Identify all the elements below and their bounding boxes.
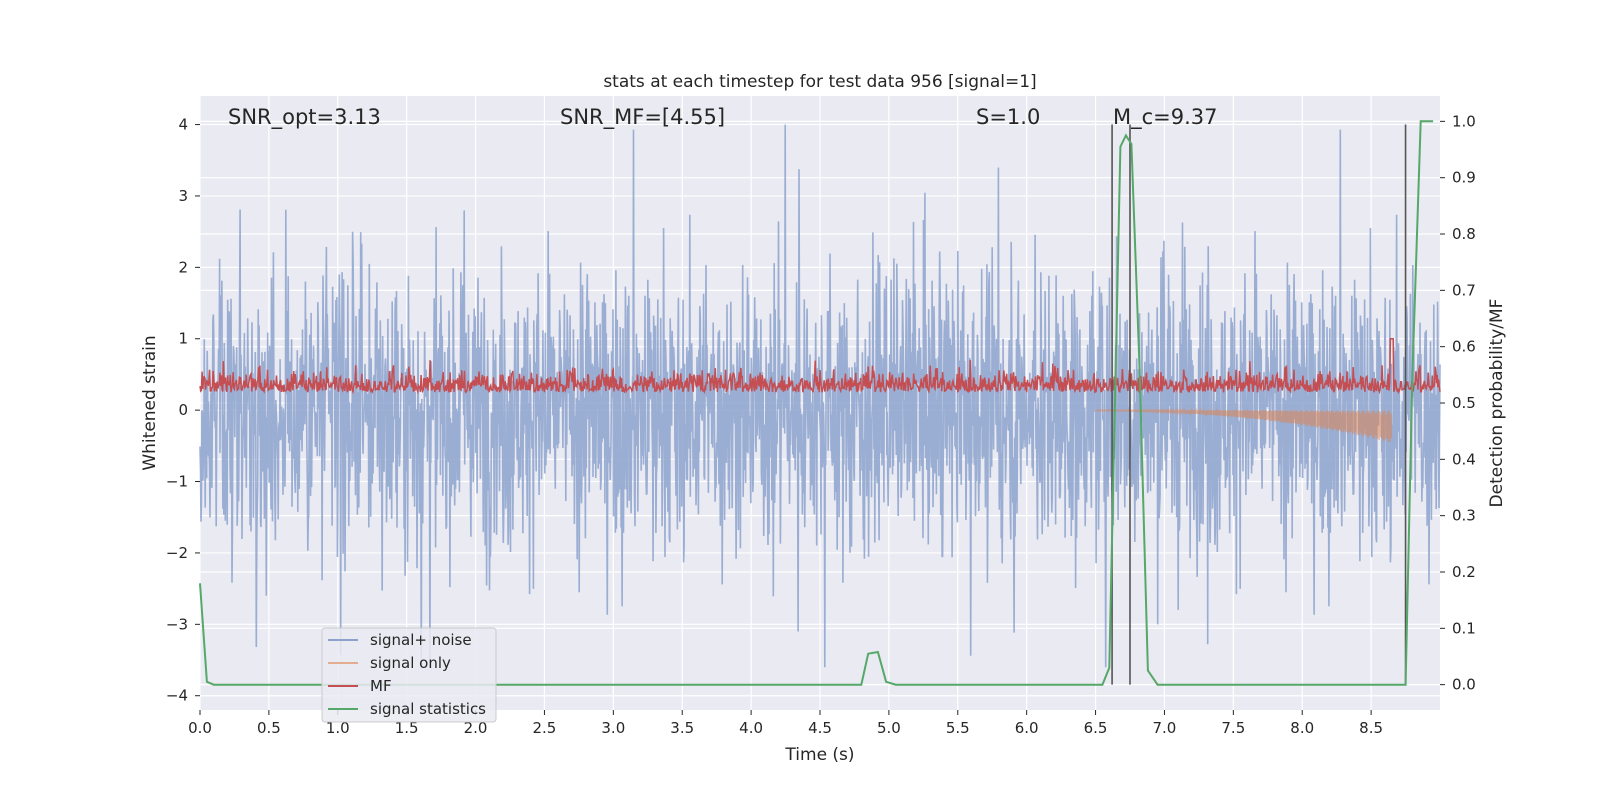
signal-statistics-series (199, 120, 1434, 686)
annotation-snr-mf: SNR_MF=[4.55] (560, 105, 725, 130)
signal-only-series (1095, 407, 1393, 443)
annotation-mc: M_c=9.37 (1113, 105, 1218, 130)
y-tick-label-7: 3 (178, 187, 188, 205)
y-axis-right-label: Detection probability/MF (1487, 299, 1507, 508)
y-tick-label-5: 1 (178, 330, 188, 348)
tick-labels: 0.0 0.5 1.0 1.5 2.0 2.5 3.0 3.5 4.0 4.5 5.0 5.5 6.0 6… (166, 112, 1476, 737)
y-right-tick-label-5: 0.5 (1452, 394, 1476, 412)
x-tick-label-12: 6.0 (1015, 719, 1039, 737)
mf-line (199, 337, 1441, 395)
y-right-tick-label-10: 1.0 (1452, 112, 1476, 130)
x-tick-label-6: 3.0 (601, 719, 625, 737)
y-tick-label-6: 2 (178, 258, 188, 276)
x-tick-label-8: 4.0 (739, 719, 763, 737)
legend-box (321, 627, 497, 723)
x-tick-label-15: 7.5 (1221, 719, 1245, 737)
y-tick-label-4: 0 (178, 401, 188, 419)
y-tick-label-8: 4 (178, 116, 188, 134)
x-tick-label-9: 4.5 (808, 719, 832, 737)
y-right-tick-label-9: 0.9 (1452, 169, 1476, 187)
chart-title: stats at each timestep for test data 956… (603, 72, 1036, 92)
x-tick-label-0: 0.0 (188, 719, 212, 737)
y-tick-label-3: −1 (166, 473, 188, 491)
y-axis-label: Whitened strain (140, 335, 160, 470)
y-right-tick-label-3: 0.3 (1452, 507, 1476, 525)
y-right-tick-label-0: 0.0 (1452, 676, 1476, 694)
signal-statistics-line (199, 120, 1434, 686)
y-right-tick-label-7: 0.7 (1452, 281, 1476, 299)
y-right-tick-label-2: 0.2 (1452, 563, 1476, 581)
x-tick-label-14: 7.0 (1153, 719, 1177, 737)
x-tick-label-2: 1.0 (326, 719, 350, 737)
annotation-s: S=1.0 (976, 105, 1040, 129)
signal-noise-line (199, 124, 1441, 668)
signal-noise-series (199, 124, 1441, 668)
y-tick-label-0: −4 (166, 687, 188, 705)
legend-label-mf: MF (370, 677, 392, 695)
x-tick-label-11: 5.5 (946, 719, 970, 737)
y-tick-label-2: −2 (166, 544, 188, 562)
legend: signal+ noise signal only MF signal stat… (321, 627, 497, 723)
x-tick-label-4: 2.0 (464, 719, 488, 737)
x-axis-label: Time (s) (784, 745, 854, 765)
signal-only-line (1095, 407, 1393, 443)
legend-label-signal-statistics: signal statistics (370, 700, 486, 718)
legend-label-signal-noise: signal+ noise (370, 631, 472, 649)
y-right-tick-label-1: 0.1 (1452, 619, 1476, 637)
x-tick-label-10: 5.0 (877, 719, 901, 737)
y-right-tick-label-4: 0.4 (1452, 450, 1476, 468)
y-right-tick-label-6: 0.6 (1452, 338, 1476, 356)
annotation-snr-opt: SNR_opt=3.13 (228, 105, 381, 130)
vertical-markers (1111, 124, 1407, 685)
y-right-tick-label-8: 0.8 (1452, 225, 1476, 243)
y-tick-label-1: −3 (166, 615, 188, 633)
x-tick-label-1: 0.5 (257, 719, 281, 737)
x-tick-label-16: 8.0 (1290, 719, 1314, 737)
x-tick-label-13: 6.5 (1084, 719, 1108, 737)
x-tick-label-7: 3.5 (670, 719, 694, 737)
legend-label-signal-only: signal only (370, 654, 451, 672)
x-tick-label-5: 2.5 (533, 719, 557, 737)
x-tick-label-3: 1.5 (395, 719, 419, 737)
mf-series (199, 337, 1441, 395)
x-tick-label-17: 8.5 (1359, 719, 1383, 737)
